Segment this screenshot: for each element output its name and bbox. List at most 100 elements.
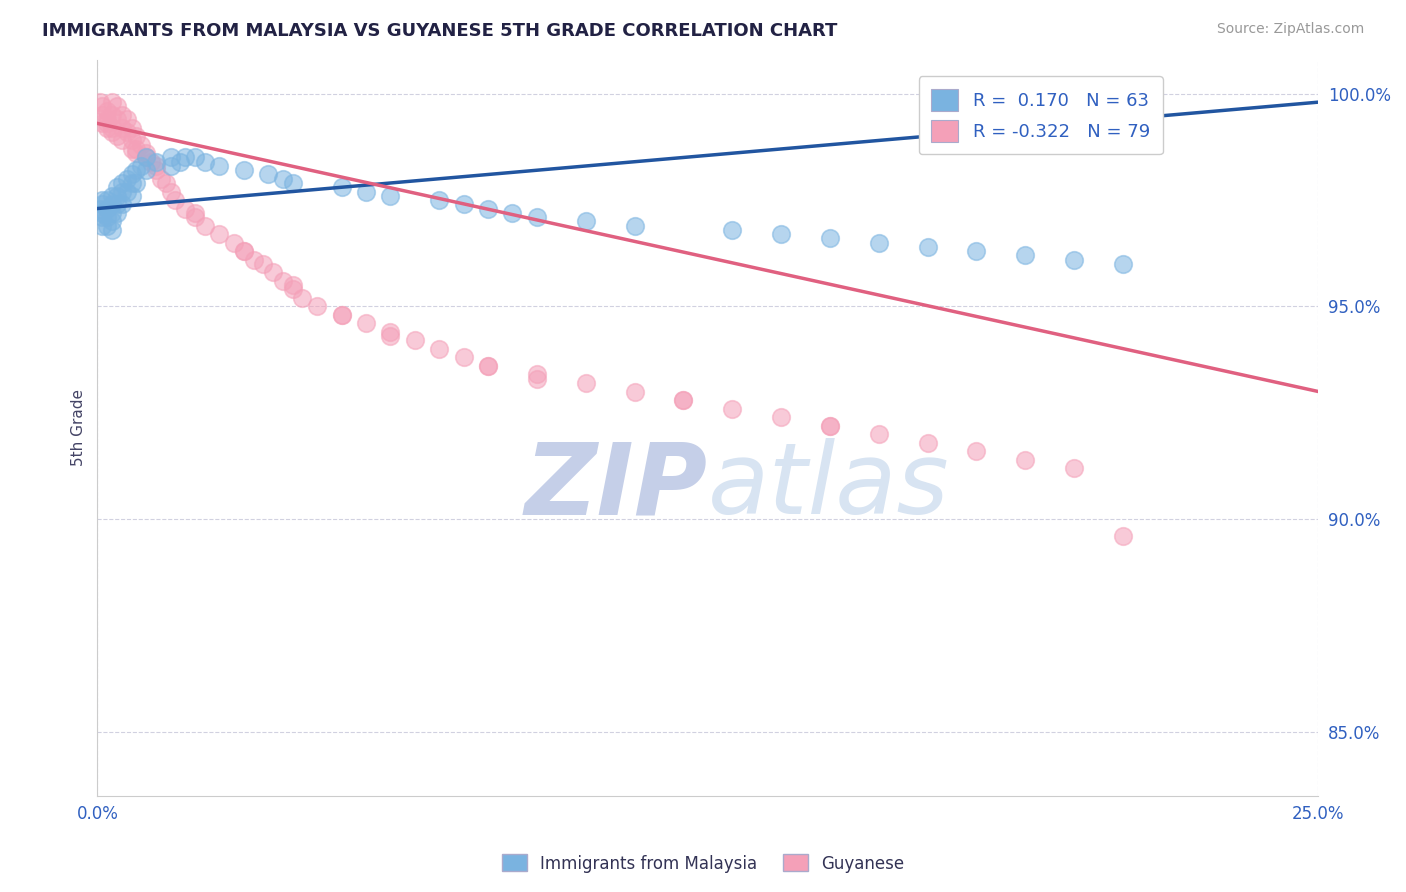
Text: Source: ZipAtlas.com: Source: ZipAtlas.com <box>1216 22 1364 37</box>
Point <box>477 202 499 216</box>
Point <box>91 206 114 220</box>
Point <box>91 108 114 122</box>
Point <box>111 108 134 122</box>
Point <box>1112 529 1135 543</box>
Point <box>135 163 157 178</box>
Point <box>121 188 143 202</box>
Point <box>155 176 177 190</box>
Point <box>623 219 645 233</box>
Point <box>139 154 162 169</box>
Point <box>1014 452 1036 467</box>
Point <box>427 342 450 356</box>
Point <box>354 317 377 331</box>
Point <box>101 223 124 237</box>
Point <box>115 125 138 139</box>
Point <box>232 244 254 258</box>
Point <box>354 185 377 199</box>
Point <box>453 351 475 365</box>
Point <box>96 202 118 216</box>
Point <box>111 176 134 190</box>
Point <box>672 392 695 407</box>
Point <box>121 176 143 190</box>
Point <box>174 202 197 216</box>
Point <box>453 197 475 211</box>
Point <box>105 206 128 220</box>
Point <box>232 163 254 178</box>
Y-axis label: 5th Grade: 5th Grade <box>72 389 86 467</box>
Point <box>526 372 548 386</box>
Point <box>101 206 124 220</box>
Point <box>96 193 118 207</box>
Point <box>89 95 111 110</box>
Point <box>818 418 841 433</box>
Point <box>111 185 134 199</box>
Point <box>91 99 114 113</box>
Point <box>89 202 111 216</box>
Point <box>135 146 157 161</box>
Point <box>281 278 304 293</box>
Point <box>105 99 128 113</box>
Legend: R =  0.170   N = 63, R = -0.322   N = 79: R = 0.170 N = 63, R = -0.322 N = 79 <box>918 76 1163 154</box>
Point <box>262 265 284 279</box>
Point <box>145 163 167 178</box>
Point <box>125 163 148 178</box>
Point <box>96 116 118 130</box>
Point <box>623 384 645 399</box>
Point <box>1063 461 1085 475</box>
Point <box>111 120 134 135</box>
Point <box>770 410 793 425</box>
Point <box>105 180 128 194</box>
Point <box>159 159 181 173</box>
Point <box>121 133 143 147</box>
Point <box>818 231 841 245</box>
Point <box>868 235 890 250</box>
Point <box>380 329 402 343</box>
Point <box>105 188 128 202</box>
Point <box>575 376 598 390</box>
Point <box>145 154 167 169</box>
Point <box>131 137 153 152</box>
Point <box>477 359 499 373</box>
Point <box>91 197 114 211</box>
Point <box>526 368 548 382</box>
Point <box>281 176 304 190</box>
Point <box>169 154 191 169</box>
Text: ZIP: ZIP <box>524 438 707 535</box>
Point <box>96 103 118 118</box>
Point <box>380 325 402 339</box>
Point <box>91 116 114 130</box>
Point <box>965 444 987 458</box>
Point <box>330 308 353 322</box>
Point <box>291 291 314 305</box>
Point <box>868 427 890 442</box>
Point <box>222 235 245 250</box>
Point <box>208 227 231 241</box>
Point <box>242 252 264 267</box>
Point <box>575 214 598 228</box>
Point <box>101 108 124 122</box>
Point <box>125 129 148 144</box>
Point <box>96 112 118 127</box>
Point <box>208 159 231 173</box>
Point <box>477 359 499 373</box>
Point <box>271 274 294 288</box>
Point <box>818 418 841 433</box>
Point <box>770 227 793 241</box>
Point <box>330 180 353 194</box>
Point <box>125 142 148 156</box>
Point <box>105 112 128 127</box>
Point <box>101 188 124 202</box>
Point <box>1112 257 1135 271</box>
Point <box>91 219 114 233</box>
Point <box>125 146 148 161</box>
Point <box>672 392 695 407</box>
Point <box>721 223 744 237</box>
Point <box>91 193 114 207</box>
Point <box>184 206 207 220</box>
Point <box>101 197 124 211</box>
Point <box>194 219 217 233</box>
Point <box>917 240 939 254</box>
Point <box>105 197 128 211</box>
Point <box>121 168 143 182</box>
Point <box>1014 248 1036 262</box>
